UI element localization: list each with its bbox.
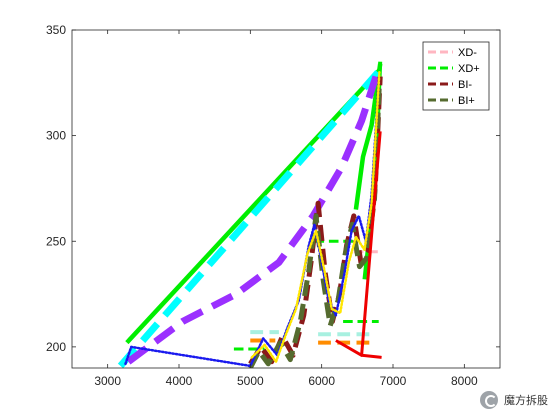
y-tick-label: 300 — [46, 129, 66, 143]
x-tick-label: 8000 — [451, 374, 478, 388]
series-line-16 — [250, 71, 381, 363]
series-line-9 — [126, 71, 381, 365]
y-tick-label: 350 — [46, 23, 66, 37]
series-line-14 — [248, 82, 382, 368]
series-line-1 — [353, 63, 383, 210]
x-tick-label: 7000 — [380, 374, 407, 388]
y-tick-label: 200 — [46, 340, 66, 354]
legend-label: XD+ — [458, 63, 480, 75]
legend-label: BI+ — [458, 95, 475, 107]
series-line-18 — [361, 353, 382, 359]
legend-label: BI- — [458, 79, 472, 91]
x-tick-label: 6000 — [308, 374, 335, 388]
watermark-logo-icon — [480, 391, 498, 409]
series-line-0 — [125, 68, 382, 345]
watermark-text: 魔方拆股 — [504, 394, 548, 407]
x-tick-label: 3000 — [94, 374, 121, 388]
x-tick-label: 5000 — [237, 374, 264, 388]
plot-frame — [71, 29, 501, 369]
y-tick-label: 250 — [46, 234, 66, 248]
watermark: 魔方拆股 — [480, 391, 548, 409]
legend-label: XD- — [458, 47, 477, 59]
x-tick-label: 4000 — [166, 374, 193, 388]
